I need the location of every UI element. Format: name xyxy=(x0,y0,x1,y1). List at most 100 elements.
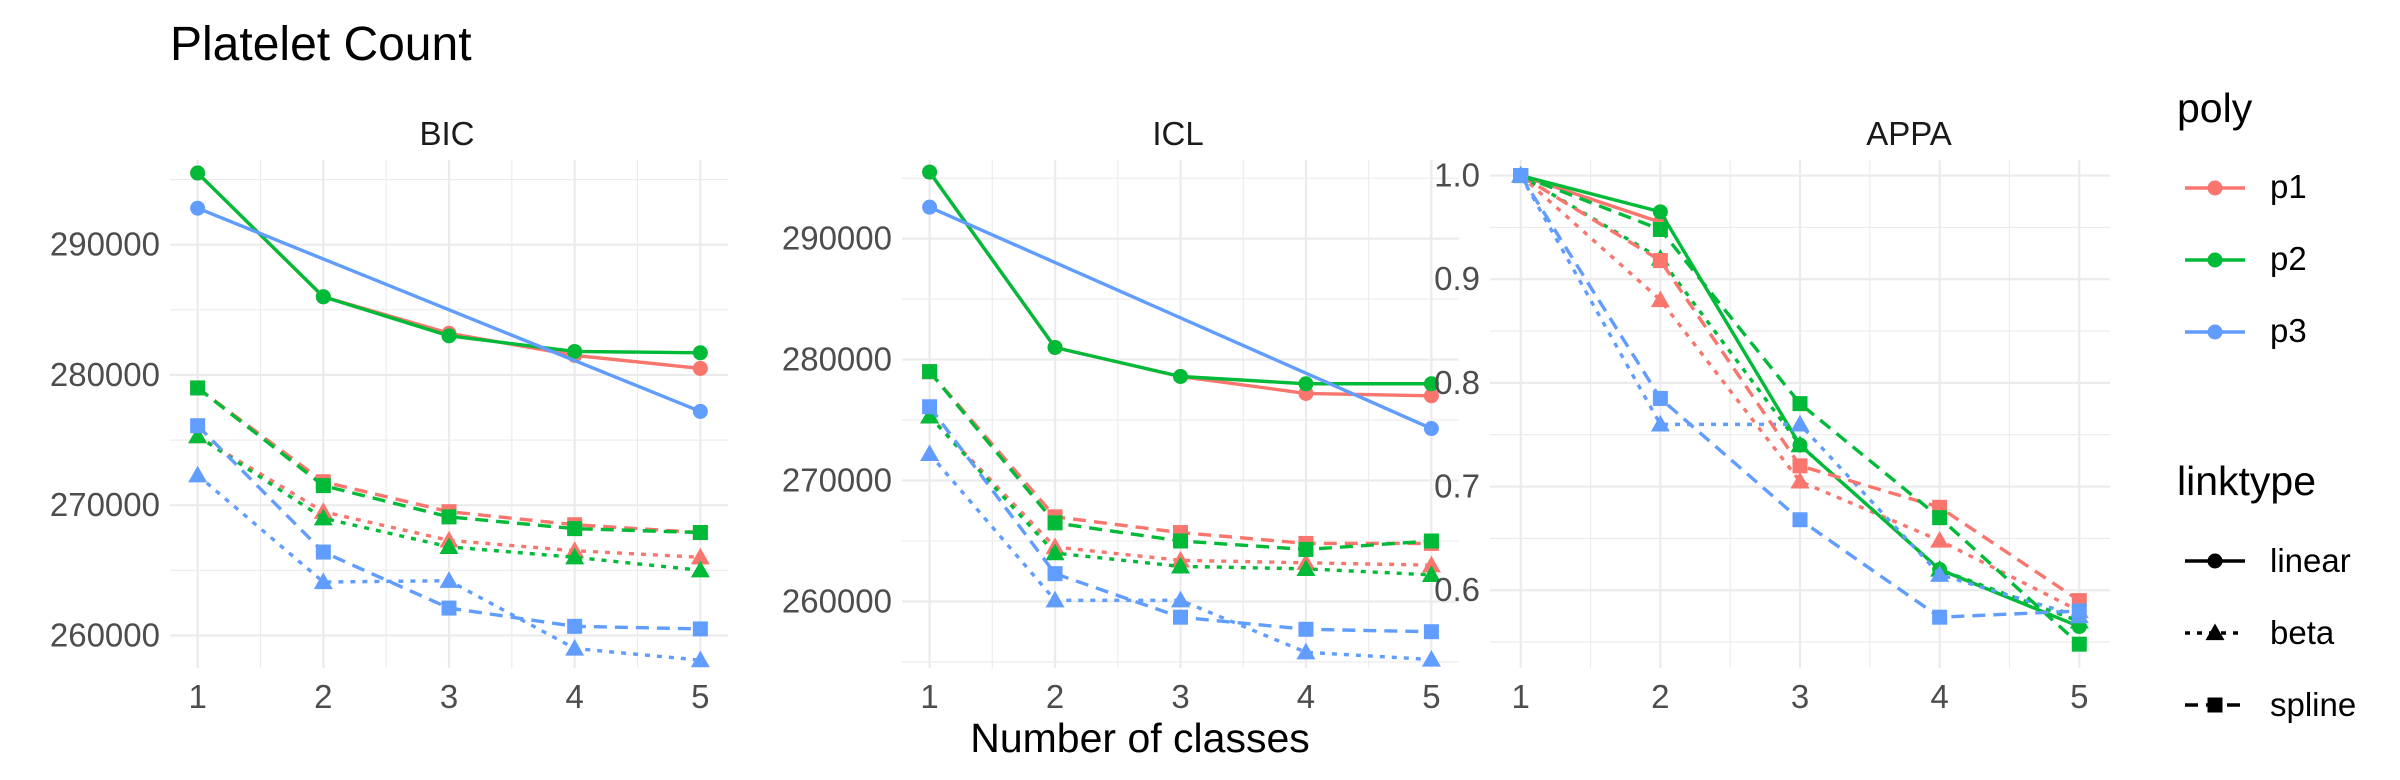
series-p2-beta xyxy=(920,406,1441,582)
panel-grid xyxy=(1490,160,2110,668)
data-point xyxy=(188,426,208,444)
data-point xyxy=(1298,621,1314,637)
data-point xyxy=(565,547,585,565)
legend-key-p1 xyxy=(2185,180,2245,196)
series-p2-spline xyxy=(190,380,708,541)
panel-icl: ICL 260000 270000 280000 290000 1 2 3 4 5 xyxy=(782,115,1459,715)
series-line xyxy=(928,415,1432,567)
data-point xyxy=(190,418,206,434)
x-tick-label: 2 xyxy=(314,678,332,715)
series-p3-spline xyxy=(1513,168,2087,625)
x-tick-label: 1 xyxy=(188,678,206,715)
x-tick-label: 1 xyxy=(920,678,938,715)
series-line xyxy=(928,415,1432,577)
data-point xyxy=(1652,221,1668,237)
legend-title-linktype: linktype xyxy=(2177,458,2316,504)
data-point xyxy=(1792,396,1808,412)
legend-key-marker xyxy=(2207,553,2223,569)
data-point xyxy=(922,399,938,415)
data-point xyxy=(1932,510,1948,526)
legend-key-marker xyxy=(2207,252,2223,268)
data-point xyxy=(190,200,206,216)
data-point xyxy=(567,343,583,359)
data-point xyxy=(1790,471,1810,489)
data-point xyxy=(1930,565,1950,582)
x-tick-label: 5 xyxy=(2070,678,2088,715)
data-point xyxy=(1513,168,1529,184)
series-line xyxy=(928,205,1433,431)
data-point xyxy=(439,571,459,588)
y-tick-label: 260000 xyxy=(782,582,892,619)
data-point xyxy=(315,478,331,494)
x-tick-label: 3 xyxy=(440,678,458,715)
data-point xyxy=(690,547,710,565)
data-point xyxy=(188,465,208,483)
data-point xyxy=(313,572,333,590)
panel-title-icl: ICL xyxy=(1152,115,1203,152)
legend-key-marker xyxy=(2207,180,2223,196)
data-point xyxy=(2071,603,2087,619)
data-point xyxy=(1423,624,1439,640)
x-tick-label: 5 xyxy=(1422,678,1440,715)
y-tick-label: 270000 xyxy=(782,462,892,499)
data-point xyxy=(190,380,206,396)
legend-title-poly: poly xyxy=(2177,85,2253,131)
data-point xyxy=(1173,609,1188,625)
data-point xyxy=(692,621,708,637)
panel-title-bic: BIC xyxy=(419,115,474,152)
panel-appa: APPA 0.6 0.7 0.8 0.9 1.0 1 2 3 4 5 xyxy=(1434,115,2110,715)
x-tick-label: 3 xyxy=(1791,678,1809,715)
data-point xyxy=(1045,543,1065,561)
series-p3-spline xyxy=(190,418,708,637)
series-p3-beta xyxy=(188,465,710,668)
legend-key-marker xyxy=(2207,324,2223,340)
series-p2-linear xyxy=(922,164,1439,392)
x-tick-label: 3 xyxy=(1171,678,1189,715)
data-point xyxy=(1047,566,1063,582)
data-point xyxy=(190,165,206,181)
data-point xyxy=(1932,609,1948,625)
data-point xyxy=(567,618,583,634)
data-point xyxy=(1298,541,1314,557)
data-point xyxy=(441,600,457,616)
x-axis-label: Number of classes xyxy=(970,715,1310,761)
data-point xyxy=(922,364,938,380)
data-point xyxy=(1171,556,1190,574)
legend-key-spline xyxy=(2185,697,2245,713)
y-tick-label: 280000 xyxy=(50,356,160,393)
legend-key-linear xyxy=(2185,553,2245,569)
data-point xyxy=(2071,636,2087,652)
series-line xyxy=(1520,173,2081,646)
x-tick-label: 2 xyxy=(1651,678,1669,715)
x-tick-label: 2 xyxy=(1046,678,1064,715)
series-p2-beta xyxy=(188,426,710,578)
data-point xyxy=(1173,369,1188,385)
legend: poly p1 p2 p3 linktype linear beta splin… xyxy=(2177,85,2356,723)
data-point xyxy=(1652,253,1668,269)
data-point xyxy=(922,164,938,180)
series-p3-linear xyxy=(922,199,1439,437)
data-point xyxy=(1421,650,1441,667)
data-point xyxy=(1652,204,1668,220)
legend-label-p2: p2 xyxy=(2270,240,2307,277)
data-point xyxy=(1045,590,1065,608)
legend-key-p2 xyxy=(2185,252,2245,268)
data-point xyxy=(920,444,940,462)
legend-key-marker xyxy=(2205,623,2225,641)
chart-title: Platelet Count xyxy=(170,18,472,71)
panel-grid xyxy=(170,160,728,668)
legend-label-spline: spline xyxy=(2270,686,2356,723)
y-tick-label: 270000 xyxy=(50,486,160,523)
x-tick-label: 4 xyxy=(1297,678,1315,715)
data-point xyxy=(315,289,331,305)
data-point xyxy=(1296,642,1316,660)
x-tick-label: 5 xyxy=(691,678,709,715)
series-p3-linear xyxy=(190,200,708,419)
legend-key-beta xyxy=(2185,623,2245,641)
series-line xyxy=(928,452,1432,662)
data-point xyxy=(1047,515,1063,531)
data-point xyxy=(1792,458,1808,474)
series-line xyxy=(196,386,701,535)
x-tick-label: 4 xyxy=(565,678,583,715)
